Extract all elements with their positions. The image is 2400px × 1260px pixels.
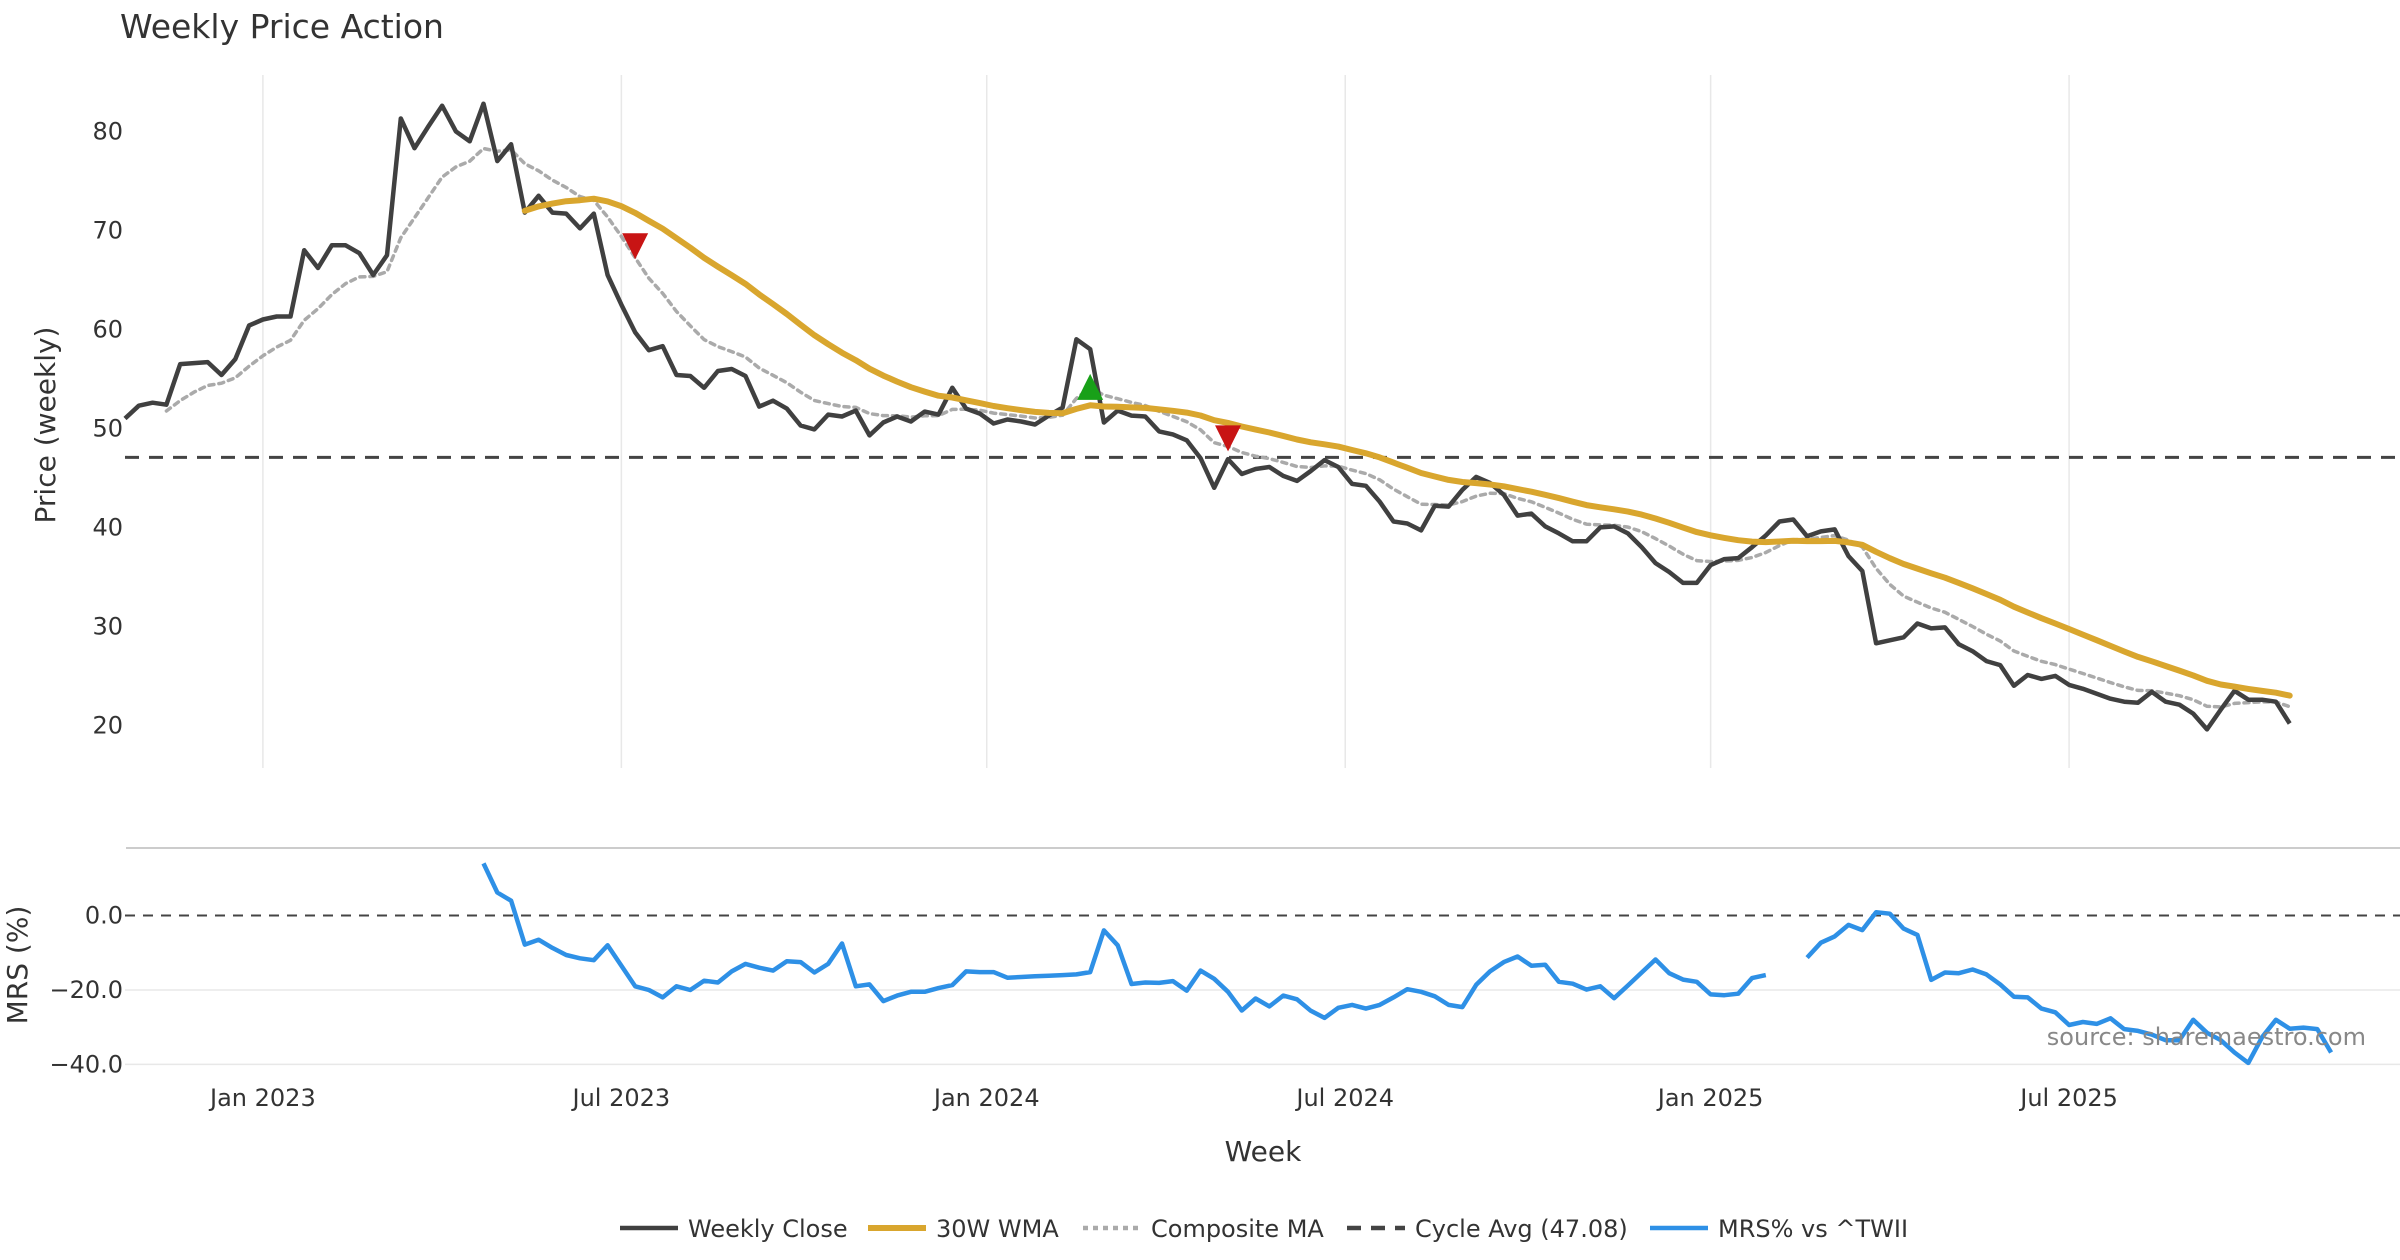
price-y-tick-label: 20 xyxy=(92,711,123,739)
source-credit: source: sharemaestro.com xyxy=(2047,1023,2366,1051)
price-y-tick-label: 60 xyxy=(92,315,123,343)
buy-signal-marker xyxy=(1077,373,1104,400)
legend-label-wma: 30W WMA xyxy=(936,1215,1059,1243)
mrs-y-tick-label: −40.0 xyxy=(49,1050,123,1078)
x-axis-label: Week xyxy=(1225,1135,1302,1168)
price-y-tick-label: 50 xyxy=(92,414,123,442)
x-ticks: Jan 2023 Jul 2023 Jan 2024 Jul 2024 Jan 2025… xyxy=(208,1084,2118,1112)
mrs-line xyxy=(481,862,2334,1066)
mrs-y-axis-label: MRS (%) xyxy=(1,906,34,1025)
price-y-axis-label: Price (weekly) xyxy=(29,327,62,524)
legend-label-close: Weekly Close xyxy=(688,1215,848,1243)
chart-title: Weekly Price Action xyxy=(120,7,444,46)
price-y-tick-label: 40 xyxy=(92,513,123,541)
weekly-close-line xyxy=(123,101,2292,732)
series-layer xyxy=(123,101,2400,1066)
x-tick-label: Jul 2025 xyxy=(2018,1084,2118,1112)
x-tick-label: Jan 2023 xyxy=(208,1084,316,1112)
signal-markers xyxy=(622,233,1242,452)
x-tick-label: Jul 2024 xyxy=(1294,1084,1394,1112)
x-tick-label: Jan 2024 xyxy=(932,1084,1040,1112)
mrs-grid xyxy=(125,914,2400,1066)
legend-label-mrs: MRS% vs ^TWII xyxy=(1718,1215,1908,1243)
sell-signal-marker xyxy=(1215,425,1242,452)
x-tick-label: Jan 2025 xyxy=(1656,1084,1764,1112)
legend: Weekly Close 30W WMA Composite MA Cycle Avg… xyxy=(620,1215,1908,1243)
price-y-tick-label: 30 xyxy=(92,612,123,640)
mrs-y-tick-label: −20.0 xyxy=(49,976,123,1004)
mrs-y-ticks: 0.0 −20.0 −40.0 xyxy=(49,902,123,1079)
sell-signal-marker xyxy=(622,233,649,260)
mrs-y-tick-label: 0.0 xyxy=(85,902,123,930)
price-y-tick-label: 70 xyxy=(92,216,123,244)
price-y-ticks: 20 30 40 50 60 70 80 xyxy=(92,117,123,739)
legend-label-composite: Composite MA xyxy=(1151,1215,1324,1243)
price-grid xyxy=(262,75,2070,768)
price-y-tick-label: 80 xyxy=(92,117,123,145)
wma-30w-line xyxy=(521,195,2293,699)
x-tick-label: Jul 2023 xyxy=(571,1084,671,1112)
legend-label-cycle: Cycle Avg (47.08) xyxy=(1415,1215,1628,1243)
